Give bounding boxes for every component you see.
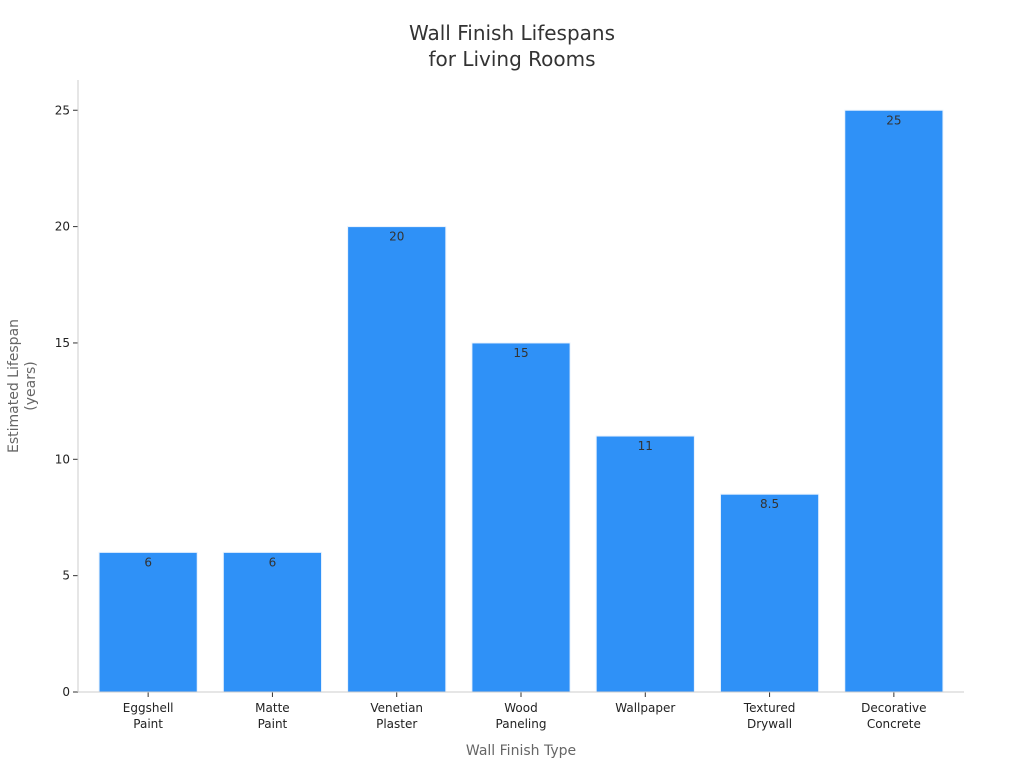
bar-value-label: 15 — [513, 346, 528, 360]
x-tick-label: Textured — [743, 701, 796, 715]
y-tick-label: 0 — [62, 685, 70, 699]
x-tick-label: Eggshell — [123, 701, 174, 715]
x-tick-label: Paneling — [496, 717, 547, 731]
bar — [719, 493, 820, 693]
chart-title-line: for Living Rooms — [428, 47, 595, 71]
x-tick-label: Paint — [133, 717, 163, 731]
x-tick-label: Decorative — [861, 701, 926, 715]
y-tick-label: 20 — [55, 220, 70, 234]
x-tick-label: Drywall — [747, 717, 792, 731]
y-axis-label-line: Estimated Lifespan — [6, 319, 22, 453]
bar — [595, 435, 695, 693]
x-tick-label: Wood — [504, 701, 537, 715]
x-tick-label: Plaster — [376, 717, 417, 731]
y-tick-label: 15 — [55, 336, 70, 350]
y-axis-label: Estimated Lifespan (years) — [6, 319, 39, 453]
y-tick-label: 5 — [62, 569, 70, 583]
bar — [98, 551, 198, 693]
x-axis-label: Wall Finish Type — [466, 743, 576, 759]
y-axis-ticks: 0 5 10 15 20 25 — [55, 103, 78, 699]
bar — [844, 109, 944, 693]
bar-value-label: 6 — [269, 555, 277, 569]
x-axis-ticks: Eggshell Paint Matte Paint Venetian Plaster Wo… — [123, 692, 927, 731]
y-axis-label-line: (years) — [23, 361, 39, 410]
bar-value-label: 8.5 — [760, 497, 779, 511]
x-tick-label: Paint — [258, 717, 288, 731]
x-tick-label: Venetian — [370, 701, 423, 715]
bar — [222, 551, 323, 693]
data-labels: 6 6 20 15 11 8.5 25 — [144, 113, 901, 569]
bar-value-label: 6 — [144, 555, 152, 569]
x-tick-label: Wallpaper — [615, 701, 675, 715]
bar-series — [98, 109, 944, 693]
bar — [347, 226, 447, 693]
x-tick-label: Concrete — [867, 717, 921, 731]
y-tick-label: 10 — [55, 452, 70, 466]
bar-value-label: 20 — [389, 230, 404, 244]
chart-title-line: Wall Finish Lifespans — [409, 21, 615, 45]
y-tick-label: 25 — [55, 103, 70, 117]
bar-value-label: 25 — [886, 113, 901, 127]
x-tick-label: Matte — [255, 701, 290, 715]
bar — [471, 342, 571, 693]
bar-value-label: 11 — [638, 439, 653, 453]
